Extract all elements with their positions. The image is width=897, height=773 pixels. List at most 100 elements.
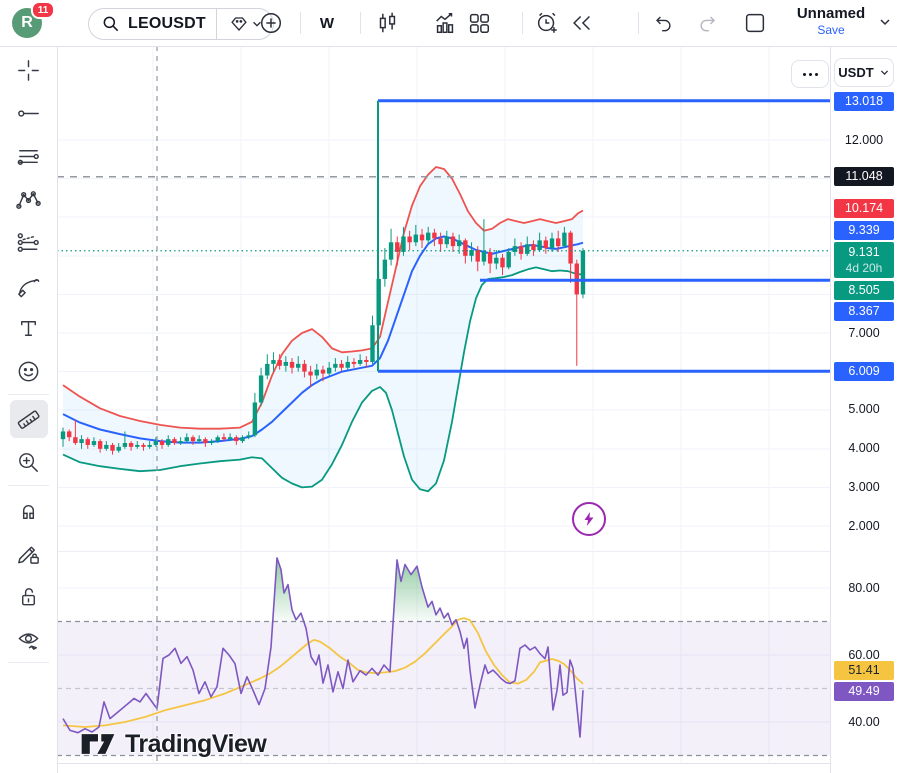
price-axis-label: 6.009 bbox=[834, 361, 894, 381]
price-axis-label: 12.000 bbox=[844, 133, 884, 147]
alert-clock-icon bbox=[537, 12, 557, 33]
pane-divider[interactable] bbox=[57, 551, 897, 552]
price-axis-label: 49.49 bbox=[834, 681, 894, 701]
xabcd-pattern-tool[interactable] bbox=[10, 180, 48, 218]
chevron-down-icon bbox=[252, 21, 261, 27]
symbol-search: LEOUSDT bbox=[88, 8, 274, 40]
candlestick-chart-canvas[interactable] bbox=[57, 46, 830, 773]
text-tool-icon bbox=[21, 320, 36, 336]
layout-chevron-down-icon[interactable] bbox=[878, 15, 892, 29]
toolbar-separator bbox=[638, 12, 639, 34]
lightning-bolt-icon bbox=[584, 512, 594, 526]
undo-button[interactable] bbox=[646, 6, 680, 40]
plus-circle-icon bbox=[260, 12, 282, 34]
lock-all-drawings-tool-icon bbox=[21, 587, 36, 605]
forecast-tool[interactable] bbox=[10, 223, 48, 261]
ruler-tool[interactable] bbox=[9, 400, 48, 438]
price-axis-label: 80.00 bbox=[848, 581, 880, 595]
price-axis-label: 40.00 bbox=[848, 715, 880, 729]
chevron-down-icon bbox=[880, 70, 888, 75]
top-toolbar: R 11 LEOUSDT W bbox=[0, 0, 897, 47]
fib-retracement-tool[interactable] bbox=[10, 137, 48, 175]
currency-toggle-button[interactable]: USDT bbox=[834, 58, 894, 87]
create-alert-button[interactable] bbox=[530, 6, 564, 40]
price-axis-label: 7.000 bbox=[848, 326, 880, 340]
price-axis-label: 60.00 bbox=[848, 648, 880, 662]
toolbar-separator bbox=[360, 12, 361, 34]
lock-all-drawings-tool[interactable] bbox=[10, 577, 48, 615]
hide-drawings-tool[interactable] bbox=[10, 620, 48, 658]
symbol-search-button[interactable]: LEOUSDT bbox=[89, 9, 217, 39]
magnet-tool[interactable] bbox=[10, 491, 48, 529]
select-layout-button[interactable] bbox=[738, 6, 772, 40]
undo-arrow-icon bbox=[656, 16, 671, 32]
supercharts-gem-button[interactable] bbox=[217, 12, 273, 36]
fib-retracement-tool-icon bbox=[17, 149, 39, 165]
currency-label: USDT bbox=[838, 65, 874, 80]
xabcd-pattern-tool-icon bbox=[16, 190, 41, 209]
trend-line-tool-icon bbox=[18, 109, 39, 117]
avatar-letter: R bbox=[21, 14, 33, 31]
brush-tool[interactable] bbox=[10, 266, 48, 304]
price-axis-label: 8.505 bbox=[834, 280, 894, 300]
save-link[interactable]: Save bbox=[817, 23, 845, 37]
brush-tool-icon bbox=[18, 278, 40, 297]
price-axis-label: 2.000 bbox=[848, 519, 880, 533]
notification-badge: 11 bbox=[31, 1, 55, 19]
text-tool[interactable] bbox=[10, 309, 48, 347]
interval-label: W bbox=[319, 14, 335, 32]
interval-button[interactable]: W bbox=[310, 6, 344, 40]
price-axis-label: 9.339 bbox=[834, 220, 894, 240]
add-symbol-button[interactable] bbox=[254, 6, 288, 40]
crosshair-tool-icon bbox=[18, 59, 39, 81]
search-icon bbox=[103, 16, 119, 32]
toolbar-separator bbox=[522, 12, 523, 34]
redo-arrow-icon bbox=[700, 16, 715, 32]
indicators-button[interactable] bbox=[428, 6, 462, 40]
indicators-icon bbox=[436, 12, 454, 34]
ellipsis-dot bbox=[808, 72, 812, 76]
price-axis-label: 11.048 bbox=[834, 166, 894, 186]
bottom-border bbox=[0, 763, 897, 764]
price-axis-label: 9.131 4d 20h bbox=[834, 242, 894, 278]
replay-rewind-icon bbox=[573, 15, 590, 31]
magnet-tool-icon bbox=[22, 504, 35, 519]
chart-style-button[interactable] bbox=[370, 6, 404, 40]
price-axis-label: 3.000 bbox=[848, 480, 880, 494]
more-options-button[interactable] bbox=[791, 60, 829, 88]
drawing-edit-lock-tool[interactable] bbox=[10, 534, 48, 572]
forecast-tool-icon bbox=[17, 232, 39, 252]
redo-button[interactable] bbox=[691, 6, 725, 40]
emoji-tool[interactable] bbox=[10, 352, 48, 390]
symbol-name: LEOUSDT bbox=[128, 15, 206, 32]
price-axis-label: 8.367 bbox=[834, 301, 894, 321]
toolbar-divider bbox=[8, 662, 49, 663]
trend-line-tool[interactable] bbox=[10, 94, 48, 132]
toolbar-separator bbox=[300, 12, 301, 34]
price-axis-label: 10.174 bbox=[834, 198, 894, 218]
zoom-in-tool-icon bbox=[19, 452, 38, 472]
layout-name-block[interactable]: Unnamed Save bbox=[778, 5, 884, 37]
layout-square-icon bbox=[745, 13, 765, 33]
ellipsis-dot bbox=[814, 72, 818, 76]
drawing-edit-lock-tool-icon bbox=[18, 546, 39, 564]
price-axis-label: 4.000 bbox=[848, 441, 880, 455]
zoom-in-tool[interactable] bbox=[10, 443, 48, 481]
toolbar-divider bbox=[8, 485, 49, 486]
layout-grid-button[interactable] bbox=[462, 6, 496, 40]
price-axis-label: 51.41 bbox=[834, 660, 894, 680]
layout-name: Unnamed bbox=[796, 5, 866, 22]
price-axis[interactable]: USDT 13.018 12.000 11.048 10.174 9.339 9.131 4… bbox=[830, 46, 897, 773]
gem-icon bbox=[231, 17, 247, 32]
emoji-tool-icon bbox=[18, 361, 39, 381]
candles-icon bbox=[379, 12, 396, 33]
crosshair-tool[interactable] bbox=[10, 51, 48, 89]
quick-trade-lightning-button[interactable] bbox=[572, 502, 606, 536]
ruler-tool-icon bbox=[17, 409, 40, 429]
ellipsis-dot bbox=[802, 72, 806, 76]
grid-squares-icon bbox=[469, 13, 490, 34]
drawing-toolbar bbox=[0, 46, 58, 773]
hide-drawings-tool-icon bbox=[18, 632, 39, 650]
bar-replay-button[interactable] bbox=[565, 6, 599, 40]
price-axis-label: 5.000 bbox=[848, 402, 880, 416]
